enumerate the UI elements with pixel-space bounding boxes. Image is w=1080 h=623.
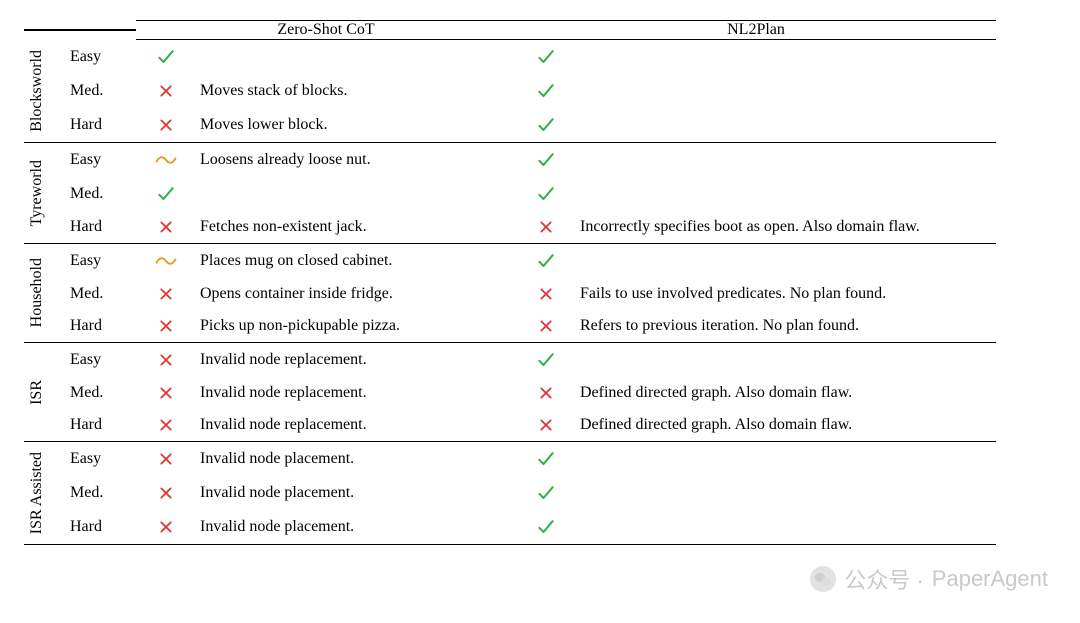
cross-icon — [136, 110, 196, 140]
watermark-text-en: PaperAgent — [932, 566, 1048, 592]
note-col-a: Invalid node placement. — [196, 477, 516, 509]
difficulty-label: Med. — [66, 178, 136, 210]
check-icon — [136, 177, 196, 211]
difficulty-label: Easy — [66, 41, 136, 73]
check-icon — [516, 476, 576, 510]
note-col-a: Invalid node replacement. — [196, 377, 516, 409]
cross-icon — [136, 311, 196, 341]
check-icon — [516, 108, 576, 142]
note-col-b — [576, 520, 996, 534]
difficulty-label: Hard — [66, 310, 136, 342]
header-col-a: Zero-Shot CoT — [136, 20, 516, 40]
group-separator — [24, 142, 996, 143]
cross-icon — [136, 478, 196, 508]
check-icon — [516, 510, 576, 544]
note-col-a: Invalid node placement. — [196, 511, 516, 543]
note-col-b — [576, 153, 996, 167]
difficulty-label: Hard — [66, 211, 136, 243]
note-col-b: Fails to use involved predicates. No pla… — [576, 278, 996, 310]
cross-icon — [516, 279, 576, 309]
group-label: ISR Assisted — [24, 445, 66, 541]
header-col-b: NL2Plan — [516, 20, 996, 40]
group-label: Household — [24, 251, 66, 334]
check-icon — [516, 177, 576, 211]
difficulty-label: Hard — [66, 511, 136, 543]
cross-icon — [136, 410, 196, 440]
tilde-icon — [136, 146, 196, 174]
note-col-a: Fetches non-existent jack. — [196, 211, 516, 243]
note-col-b — [576, 84, 996, 98]
wechat-icon — [810, 566, 836, 592]
check-icon — [516, 74, 576, 108]
group-separator — [24, 544, 996, 545]
difficulty-label: Easy — [66, 443, 136, 475]
group-label: ISR — [24, 373, 66, 412]
group-separator — [24, 342, 996, 343]
note-col-a: Moves lower block. — [196, 109, 516, 141]
group-separator — [24, 441, 996, 442]
note-col-a: Picks up non-pickupable pizza. — [196, 310, 516, 342]
difficulty-label: Easy — [66, 344, 136, 376]
group-label: Blocksworld — [24, 43, 66, 139]
tilde-icon — [136, 247, 196, 275]
watermark-text-cn: 公众号 · — [844, 563, 923, 595]
note-col-a: Invalid node replacement. — [196, 409, 516, 441]
note-col-a — [196, 187, 516, 201]
check-icon — [136, 40, 196, 74]
cross-icon — [516, 378, 576, 408]
cross-icon — [136, 444, 196, 474]
note-col-a: Invalid node placement. — [196, 443, 516, 475]
difficulty-label: Hard — [66, 409, 136, 441]
note-col-b — [576, 187, 996, 201]
check-icon — [516, 40, 576, 74]
note-col-a: Places mug on closed cabinet. — [196, 245, 516, 277]
check-icon — [516, 442, 576, 476]
difficulty-label: Med. — [66, 477, 136, 509]
difficulty-label: Easy — [66, 245, 136, 277]
cross-icon — [136, 76, 196, 106]
check-icon — [516, 143, 576, 177]
check-icon — [516, 343, 576, 377]
difficulty-label: Easy — [66, 144, 136, 176]
results-table: Zero-Shot CoTNL2PlanBlocksworldEasyMed.M… — [24, 20, 1056, 545]
difficulty-label: Med. — [66, 75, 136, 107]
note-col-a: Invalid node replacement. — [196, 344, 516, 376]
cross-icon — [136, 512, 196, 542]
cross-icon — [136, 212, 196, 242]
difficulty-label: Hard — [66, 109, 136, 141]
note-col-b — [576, 254, 996, 268]
group-separator — [24, 243, 996, 244]
cross-icon — [136, 378, 196, 408]
note-col-b — [576, 50, 996, 64]
note-col-b: Defined directed graph. Also domain flaw… — [576, 377, 996, 409]
note-col-b — [576, 118, 996, 132]
note-col-a — [196, 50, 516, 64]
cross-icon — [516, 311, 576, 341]
cross-icon — [136, 279, 196, 309]
note-col-b — [576, 452, 996, 466]
note-col-b — [576, 353, 996, 367]
cross-icon — [136, 345, 196, 375]
note-col-b: Refers to previous iteration. No plan fo… — [576, 310, 996, 342]
note-col-a: Loosens already loose nut. — [196, 144, 516, 176]
note-col-b — [576, 486, 996, 500]
note-col-b: Defined directed graph. Also domain flaw… — [576, 409, 996, 441]
cross-icon — [516, 410, 576, 440]
note-col-a: Moves stack of blocks. — [196, 75, 516, 107]
difficulty-label: Med. — [66, 278, 136, 310]
note-col-b: Incorrectly specifies boot as open. Also… — [576, 211, 996, 243]
group-label: Tyreworld — [24, 153, 66, 233]
note-col-a: Opens container inside fridge. — [196, 278, 516, 310]
difficulty-label: Med. — [66, 377, 136, 409]
check-icon — [516, 244, 576, 278]
cross-icon — [516, 212, 576, 242]
watermark: 公众号 · PaperAgent — [810, 563, 1048, 595]
